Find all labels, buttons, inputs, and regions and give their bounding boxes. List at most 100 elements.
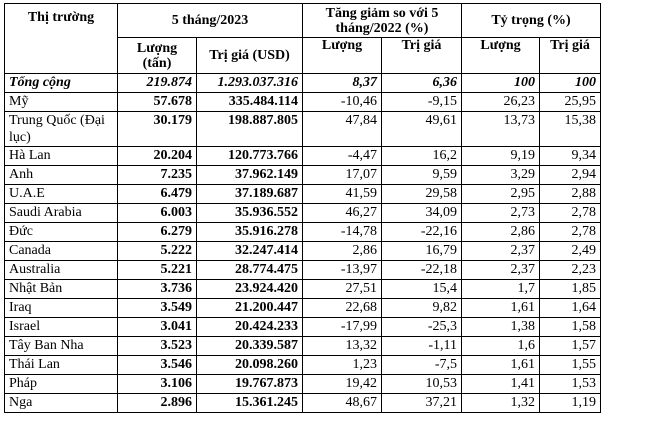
cell-share-value: 2,78 bbox=[539, 222, 601, 242]
cell-change-value: 9,82 bbox=[381, 298, 462, 318]
cell-value: 15.361.245 bbox=[196, 393, 303, 413]
table-row: Iraq 3.549 21.200.447 22,68 9,82 1,61 1,64 bbox=[4, 298, 601, 318]
cell-value: 35.936.552 bbox=[196, 203, 303, 223]
cell-value: 20.339.587 bbox=[196, 336, 303, 356]
cell-qty: 3.106 bbox=[117, 374, 197, 394]
cell-change-qty: 2,86 bbox=[302, 241, 382, 261]
cell-market: Canada bbox=[4, 241, 118, 261]
cell-market: Đức bbox=[4, 222, 118, 242]
cell-value: 120.773.766 bbox=[196, 146, 303, 166]
total-row: Tổng cộng 219.874 1.293.037.316 8,37 6,3… bbox=[4, 73, 601, 93]
table-row: Đức 6.279 35.916.278 -14,78 -22,16 2,86 2,78 bbox=[4, 222, 601, 242]
cell-share-value: 2,49 bbox=[539, 241, 601, 261]
cell-value: 35.916.278 bbox=[196, 222, 303, 242]
cell-change-value: -22,16 bbox=[381, 222, 462, 242]
cell-share-value: 2,78 bbox=[539, 203, 601, 223]
cell-change-qty: -4,47 bbox=[302, 146, 382, 166]
cell-change-qty: 27,51 bbox=[302, 279, 382, 299]
cell-share-value: 1,85 bbox=[539, 279, 601, 299]
cell-value: 23.924.420 bbox=[196, 279, 303, 299]
cell-share-qty: 2,37 bbox=[461, 260, 540, 280]
cell-change-qty: 19,42 bbox=[302, 374, 382, 394]
cell-change-value: -25,3 bbox=[381, 317, 462, 337]
header-share-value: Trị giá bbox=[539, 37, 601, 74]
cell-share-qty: 2,37 bbox=[461, 241, 540, 261]
header-period: 5 tháng/2023 bbox=[117, 3, 303, 38]
cell-market: Mỹ bbox=[4, 92, 118, 112]
cell-market: Trung Quốc (Đại lục) bbox=[4, 111, 118, 147]
cell-value: 20.424.233 bbox=[196, 317, 303, 337]
cell-change-qty: -13,97 bbox=[302, 260, 382, 280]
cell-change-value: 15,4 bbox=[381, 279, 462, 299]
table-row: Anh 7.235 37.962.149 17,07 9,59 3,29 2,94 bbox=[4, 165, 601, 185]
cell-share-qty: 1,32 bbox=[461, 393, 540, 413]
table-row: Hà Lan 20.204 120.773.766 -4,47 16,2 9,19 9,34 bbox=[4, 146, 601, 166]
cell-share-qty: 1,6 bbox=[461, 336, 540, 356]
cell-qty: 30.179 bbox=[117, 111, 197, 147]
cell-share-value: 2,88 bbox=[539, 184, 601, 204]
cell-share-value: 1,19 bbox=[539, 393, 601, 413]
cell-share-qty: 3,29 bbox=[461, 165, 540, 185]
cell-share-qty: 2,95 bbox=[461, 184, 540, 204]
table-row: Saudi Arabia 6.003 35.936.552 46,27 34,09 2,7… bbox=[4, 203, 601, 223]
cell-share-value: 1,55 bbox=[539, 355, 601, 375]
cell-change-value: 29,58 bbox=[381, 184, 462, 204]
cell-share-value: 2,23 bbox=[539, 260, 601, 280]
cell-change-qty: -14,78 bbox=[302, 222, 382, 242]
cell-change-qty: -10,46 bbox=[302, 92, 382, 112]
cell-value: 37.962.149 bbox=[196, 165, 303, 185]
cell-change-qty: 13,32 bbox=[302, 336, 382, 356]
cell-share-value: 1,57 bbox=[539, 336, 601, 356]
cell-market: Saudi Arabia bbox=[4, 203, 118, 223]
cell-qty: 5.222 bbox=[117, 241, 197, 261]
cell-change-value: -1,11 bbox=[381, 336, 462, 356]
total-change-qty: 8,37 bbox=[302, 73, 382, 93]
header-share: Tỷ trọng (%) bbox=[461, 3, 601, 38]
cell-qty: 3.523 bbox=[117, 336, 197, 356]
cell-value: 198.887.805 bbox=[196, 111, 303, 147]
header-share-qty: Lượng bbox=[461, 37, 540, 74]
header-change: Tăng giảm so với 5 tháng/2022 (%) bbox=[302, 3, 462, 38]
cell-value: 335.484.114 bbox=[196, 92, 303, 112]
cell-change-qty: 17,07 bbox=[302, 165, 382, 185]
total-share-qty: 100 bbox=[461, 73, 540, 93]
cell-change-qty: -17,99 bbox=[302, 317, 382, 337]
cell-share-qty: 2,73 bbox=[461, 203, 540, 223]
cell-market: Nga bbox=[4, 393, 118, 413]
cell-change-value: 16,2 bbox=[381, 146, 462, 166]
cell-qty: 3.041 bbox=[117, 317, 197, 337]
total-value: 1.293.037.316 bbox=[196, 73, 303, 93]
cell-value: 21.200.447 bbox=[196, 298, 303, 318]
cell-market: Hà Lan bbox=[4, 146, 118, 166]
cell-qty: 57.678 bbox=[117, 92, 197, 112]
total-qty: 219.874 bbox=[117, 73, 197, 93]
cell-market: Israel bbox=[4, 317, 118, 337]
cell-qty: 20.204 bbox=[117, 146, 197, 166]
cell-share-value: 15,38 bbox=[539, 111, 601, 147]
cell-share-qty: 13,73 bbox=[461, 111, 540, 147]
table-row: Nhật Bản 3.736 23.924.420 27,51 15,4 1,7 1,85 bbox=[4, 279, 601, 299]
cell-value: 32.247.414 bbox=[196, 241, 303, 261]
cell-qty: 5.221 bbox=[117, 260, 197, 280]
cell-share-qty: 1,38 bbox=[461, 317, 540, 337]
cell-change-qty: 1,23 bbox=[302, 355, 382, 375]
cell-share-value: 2,94 bbox=[539, 165, 601, 185]
cell-value: 37.189.687 bbox=[196, 184, 303, 204]
header-change-value: Trị giá bbox=[381, 37, 462, 74]
cell-change-value: 49,61 bbox=[381, 111, 462, 147]
cell-qty: 6.479 bbox=[117, 184, 197, 204]
cell-qty: 6.279 bbox=[117, 222, 197, 242]
cell-qty: 3.546 bbox=[117, 355, 197, 375]
cell-qty: 3.736 bbox=[117, 279, 197, 299]
cell-change-value: -9,15 bbox=[381, 92, 462, 112]
cell-market: Tây Ban Nha bbox=[4, 336, 118, 356]
table-row: Nga 2.896 15.361.245 48,67 37,21 1,32 1,19 bbox=[4, 393, 601, 413]
cell-share-qty: 1,7 bbox=[461, 279, 540, 299]
cell-qty: 7.235 bbox=[117, 165, 197, 185]
cell-share-qty: 2,86 bbox=[461, 222, 540, 242]
header-change-qty: Lượng bbox=[302, 37, 382, 74]
cell-change-qty: 46,27 bbox=[302, 203, 382, 223]
cell-share-qty: 1,41 bbox=[461, 374, 540, 394]
table-row: Trung Quốc (Đại lục) 30.179 198.887.805 47,… bbox=[4, 111, 601, 147]
header-market: Thị trường bbox=[4, 3, 118, 74]
